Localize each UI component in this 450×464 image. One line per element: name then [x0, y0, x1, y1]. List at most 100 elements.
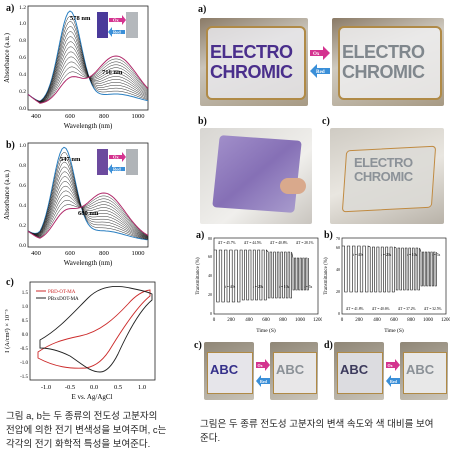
spectra-b-xtick: 400 [31, 250, 41, 257]
cv-ytick: 0.0 [22, 333, 29, 338]
graph-a-xtick: 600 [262, 318, 270, 323]
ec-word-colored: ELECTRO CHROMIC [210, 42, 293, 82]
photo-c-label: c) [322, 116, 330, 127]
graph-a-xtick: 0 [213, 318, 216, 323]
spectrum-curve [27, 61, 149, 104]
photo-b-label: b) [198, 116, 207, 127]
graph-a-delta: ΔT = 45.7% [218, 241, 236, 245]
abc-film [403, 352, 447, 394]
graph-b-delta: ΔT = 40.6% [372, 307, 390, 311]
panel-b-label: b) [6, 140, 15, 151]
left-caption-line: 전압에 의한 전기 변색성을 보여주며, c는 [6, 425, 167, 436]
graph-a-square-wave [214, 249, 309, 303]
spectrum-curve [27, 151, 149, 240]
spectra-a-xtick: 1000 [132, 113, 145, 120]
spectrum-curve [27, 198, 149, 238]
abc-c-red: Red [260, 379, 268, 384]
graph-b-ytick: 70 [336, 236, 340, 241]
photo-a-label: a) [198, 4, 207, 15]
spectra-a-red: Red [113, 30, 121, 35]
abc-c-ox: Ox [258, 363, 263, 368]
photo-flexible-colored [200, 128, 312, 224]
cv-curve-red [37, 289, 151, 369]
photo-a-red: Red [316, 70, 325, 75]
spectra-a-ytick: 0.8 [19, 38, 26, 44]
graph-a-period: t = 10s [279, 285, 290, 289]
transmittance-panel-a: a) Transmittance (%) Time (S) ΔT = 45.7%… [192, 228, 324, 338]
graph-a-xtick: 1200 [313, 318, 322, 323]
spectrum-curve [27, 156, 149, 240]
graph-b-xtick: 1000 [423, 318, 434, 323]
abc-bleached-photo: ABC [400, 342, 448, 400]
graph-a-xtick: 1000 [295, 318, 306, 323]
graph-b-delta: ΔT = 32.5% [424, 307, 442, 311]
abc-bleached-photo: ABC [270, 342, 318, 400]
spectra-a-xtick: 800 [99, 113, 109, 120]
spectra-b-curves [27, 146, 149, 241]
spectrum-curve [27, 56, 149, 103]
spectra-a-ox: Ox [113, 18, 120, 23]
cv-xtick: 0.5 [114, 384, 122, 391]
graph-b-delta: ΔT = 37.2% [398, 307, 416, 311]
abc-d-arrows: Ox Red [386, 359, 400, 387]
graph-a-label: a) [196, 230, 205, 241]
graph-a-period: t = 40s [225, 285, 236, 289]
cv-xtick: 0.0 [90, 384, 98, 391]
photo-a-ox: Ox [313, 52, 320, 57]
ox-arrow-icon [310, 46, 330, 60]
ec-line1: ELECTRO [354, 155, 413, 170]
abc-film [337, 352, 383, 394]
spectra-b-ytick: 1.0 [19, 143, 26, 149]
abc-panel-d: d) ABC Ox Red ABC [322, 338, 450, 402]
spectra-b-peak2: 680 nm [78, 210, 99, 217]
graph-b-svg: Transmittance (%) Time (S) t = 40s t = 2… [324, 236, 450, 334]
spectra-b-ox: Ox [113, 155, 120, 160]
ox-red-arrows: Ox Red [310, 46, 330, 78]
right-caption-line: 준다. [200, 433, 221, 444]
graph-b-ylabel: Transmittance (%) [324, 257, 329, 295]
ox-arrow-icon [386, 359, 400, 371]
ox-arrow-icon [256, 359, 270, 371]
spectra-a-ytick: 1.2 [19, 5, 26, 11]
abc-panel-c: c) ABC Ox Red ABC [192, 338, 320, 402]
spectrum-curve [27, 61, 149, 104]
cv-xtick: -1.0 [41, 384, 51, 391]
ec-line1: ELECTRO [210, 42, 293, 62]
spectrum-curve [27, 192, 149, 239]
graph-a-ytick: 0 [210, 311, 212, 316]
cv-xtick: 1.0 [138, 384, 146, 391]
spectra-a-peak1: 578 nm [70, 15, 91, 22]
spectra-b-peak1: 547 nm [60, 156, 81, 163]
flexible-film [212, 135, 302, 213]
graph-b-xtick: 600 [390, 318, 398, 323]
abc-film [207, 352, 253, 394]
cv-curve-black [39, 286, 153, 373]
spectra-b-svg: Absorbance (a.u.) Wavelength (nm) 400 60… [3, 142, 149, 267]
graph-a-ytick: 20 [208, 292, 212, 297]
spectrum-curve [27, 161, 149, 240]
spectra-a-ylabel: Absorbance (a.u.) [3, 32, 11, 83]
cv-ylabel: I (A/cm²) × 10⁻⁵ [4, 309, 11, 353]
photo-a-arrows: Ox Red [310, 44, 330, 80]
spectra-b-ytick: 0.4 [19, 203, 26, 209]
red-arrow-icon [108, 27, 125, 37]
graph-b-xtick: 400 [373, 318, 381, 323]
red-arrow-icon [256, 375, 270, 387]
spectra-a-ytick: 0.4 [19, 72, 26, 78]
graph-b-label: b) [324, 230, 333, 241]
graph-a-ytick: 40 [208, 273, 212, 278]
photo-flexible-bleached: ELECTRO CHROMIC [330, 128, 444, 224]
abc-d-label: d) [324, 340, 333, 351]
spectra-b-xtick: 600 [65, 250, 75, 257]
cv-ytick: 0.5 [22, 319, 29, 324]
graph-b-xlabel: Time (S) [384, 327, 404, 334]
spectra-b-xlabel: Wavelength (nm) [64, 259, 113, 267]
graph-b-ytick: 20 [336, 289, 340, 294]
graph-b-period: t = 5s [432, 253, 441, 257]
graph-b-period: t = 40s [353, 253, 364, 257]
spectra-a-ytick: 0.6 [19, 55, 26, 61]
spectrum-curve [27, 181, 149, 238]
spectrum-curve [27, 195, 149, 237]
abc-colored-photo: ABC [334, 342, 384, 400]
spectra-b-xtick: 800 [99, 250, 109, 257]
